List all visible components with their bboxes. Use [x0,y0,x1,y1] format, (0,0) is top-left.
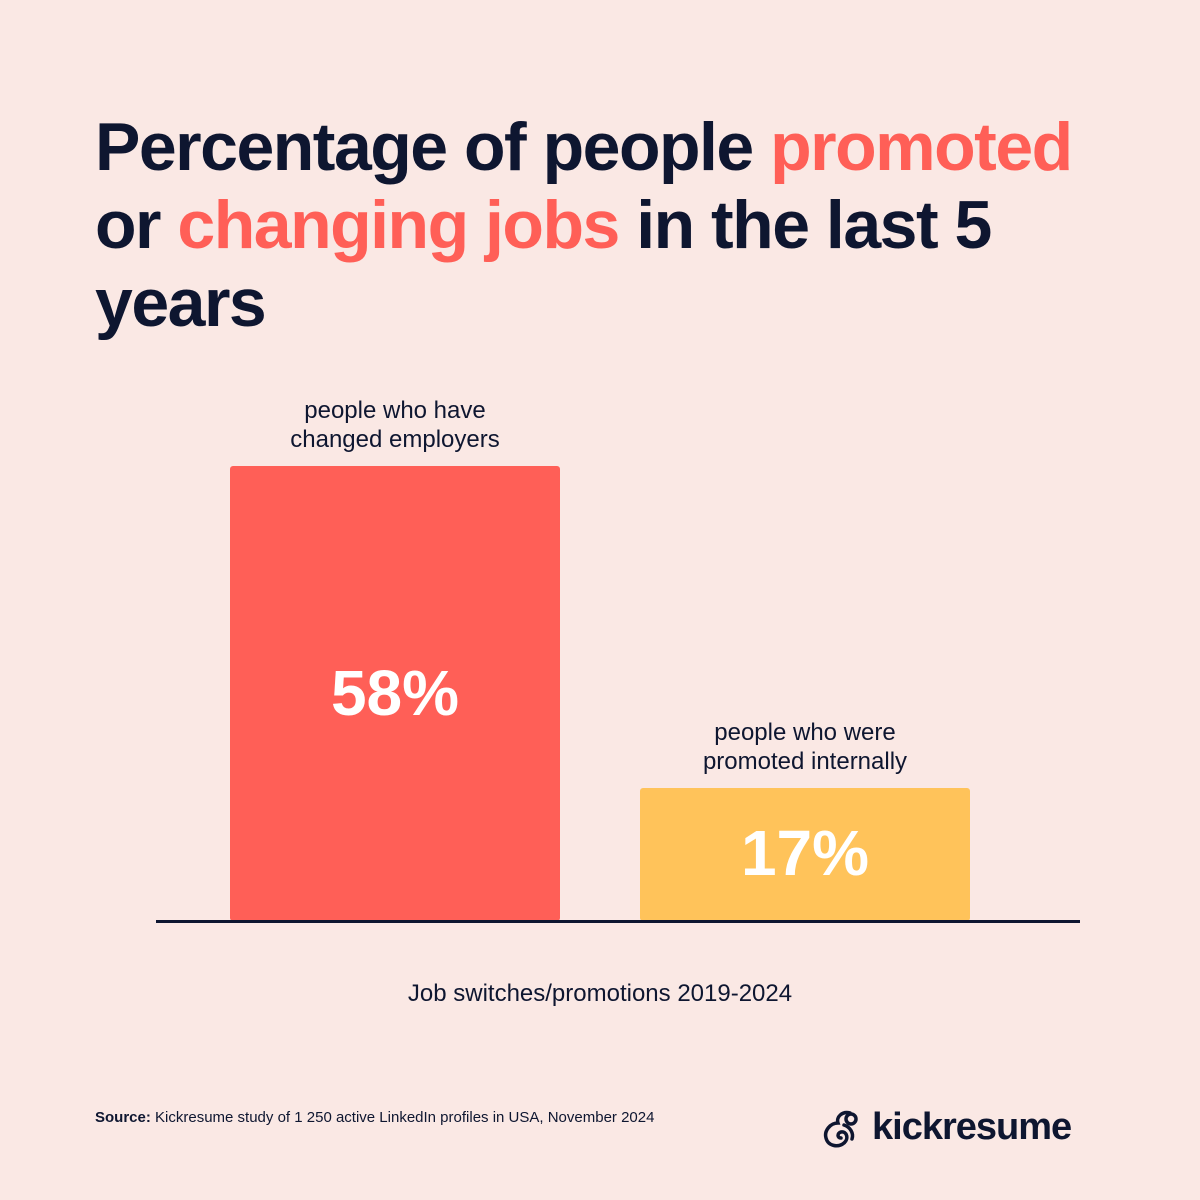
chart-title: Percentage of people promoted or changin… [95,108,1145,342]
category-label: people who were promoted internally [702,718,908,775]
source-label: Source: [95,1109,151,1126]
brand-logo: kickresume [820,1105,1072,1149]
data-label: 58% [330,656,460,729]
source-text: Kickresume study of 1 250 active LinkedI… [150,1109,655,1126]
title-text: in the last 5 years [95,187,992,341]
bar-promoted-internally [640,787,970,921]
category-label: people who have changed employers [290,397,500,453]
title-text: Percentage of people [95,109,771,185]
title-highlight-promoted: promoted [770,109,1073,185]
source-note: Source: Kickresume study of 1 250 active… [95,1109,654,1126]
title-highlight-changing-jobs: changing jobs [177,187,620,263]
bar-changed-employers [230,466,560,921]
brand-name: kickresume [872,1105,1072,1148]
title-text: or [95,187,178,263]
x-axis-line [156,920,1080,923]
data-label: 17% [740,817,870,890]
x-axis-label: Job switches/promotions 2019-2024 [407,980,793,1007]
kickresume-chameleon-icon [823,1110,858,1148]
